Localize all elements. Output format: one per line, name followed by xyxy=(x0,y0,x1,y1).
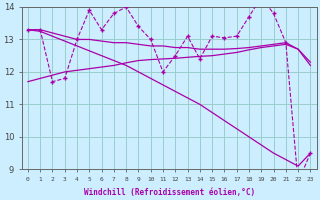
X-axis label: Windchill (Refroidissement éolien,°C): Windchill (Refroidissement éolien,°C) xyxy=(84,188,255,197)
